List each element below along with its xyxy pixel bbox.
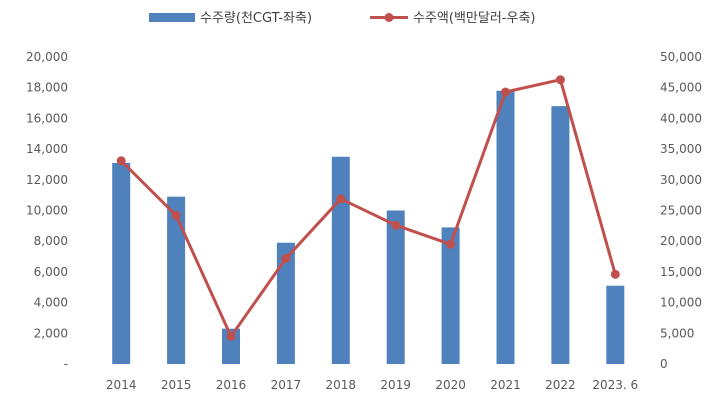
- line-point: [501, 87, 510, 97]
- right-axis-tick-label: 0: [660, 357, 668, 371]
- bar: [551, 106, 570, 365]
- bar: [496, 90, 515, 365]
- bar: [222, 328, 240, 364]
- right-axis-tick-label: 40,000: [660, 111, 702, 125]
- left-axis-tick-label: 14,000: [26, 142, 68, 156]
- x-axis-tick-label: 2014: [106, 378, 137, 392]
- right-axis-tick-label: 5,000: [660, 326, 694, 340]
- legend-line-label: 수주액(백만달러-우축): [413, 11, 535, 26]
- x-axis: 2014 2015 2016 2017 2018 2019 2020 2021 2022 2023…: [106, 378, 638, 392]
- left-axis-tick-label: 12,000: [26, 173, 68, 187]
- x-axis-tick-label: 2023. 6: [592, 378, 638, 392]
- bar: [606, 285, 625, 364]
- bar: [331, 156, 350, 364]
- left-axis-tick-label: 20,000: [26, 50, 68, 64]
- x-axis-tick-label: 2018: [326, 378, 357, 392]
- left-axis-tick-label: 10,000: [26, 204, 68, 218]
- line-point: [171, 210, 181, 220]
- left-axis-tick-label: -: [64, 357, 68, 371]
- x-axis-tick-label: 2020: [435, 378, 466, 392]
- bar: [112, 162, 131, 364]
- right-axis-tick-label: 25,000: [660, 204, 702, 218]
- legend-bar-swatch: [149, 13, 195, 22]
- right-axis-tick-label: 45,000: [660, 81, 702, 95]
- line-point: [116, 156, 126, 166]
- right-axis-tick-label: 20,000: [660, 234, 702, 248]
- x-axis-tick-label: 2016: [216, 378, 247, 392]
- line-point: [446, 239, 456, 249]
- left-axis-tick-label: 4,000: [34, 296, 68, 310]
- left-y-axis: - 2,000 4,000 6,000 8,000 10,000 12,000 14,000 1…: [26, 50, 68, 371]
- series-line: [120, 78, 617, 338]
- x-axis-tick-label: 2017: [271, 378, 302, 392]
- bar: [441, 227, 460, 364]
- left-axis-tick-label: 18,000: [26, 81, 68, 95]
- chart-legend: 수주량(천CGT-좌축) 수주액(백만달러-우축): [149, 11, 535, 26]
- x-axis-tick-label: 2015: [161, 378, 192, 392]
- right-axis-tick-label: 10,000: [660, 296, 702, 310]
- line-point: [610, 269, 620, 279]
- bar: [276, 242, 295, 364]
- line-point: [226, 331, 236, 341]
- line-point: [391, 220, 401, 230]
- right-y-axis: 0 5,000 10,000 15,000 20,000 25,000 30,000 35,0…: [660, 50, 702, 371]
- right-axis-tick-label: 30,000: [660, 173, 702, 187]
- x-axis-tick-label: 2021: [490, 378, 521, 392]
- left-axis-tick-label: 8,000: [34, 234, 68, 248]
- x-axis-tick-label: 2019: [380, 378, 411, 392]
- left-axis-tick-label: 16,000: [26, 111, 68, 125]
- line-point: [281, 253, 291, 263]
- legend-line-marker: [384, 13, 394, 22]
- right-axis-tick-label: 50,000: [660, 50, 702, 64]
- bar: [167, 196, 186, 364]
- legend-bar-label: 수주량(천CGT-좌축): [200, 11, 312, 26]
- line-point: [336, 194, 346, 204]
- left-axis-tick-label: 6,000: [34, 265, 68, 279]
- right-axis-tick-label: 35,000: [660, 142, 702, 156]
- line-series: [116, 75, 620, 341]
- x-axis-tick-label: 2022: [545, 378, 576, 392]
- line-point: [555, 75, 565, 85]
- left-axis-tick-label: 2,000: [34, 326, 68, 340]
- bar: [386, 210, 405, 364]
- right-axis-tick-label: 15,000: [660, 265, 702, 279]
- bar-series: [112, 90, 625, 365]
